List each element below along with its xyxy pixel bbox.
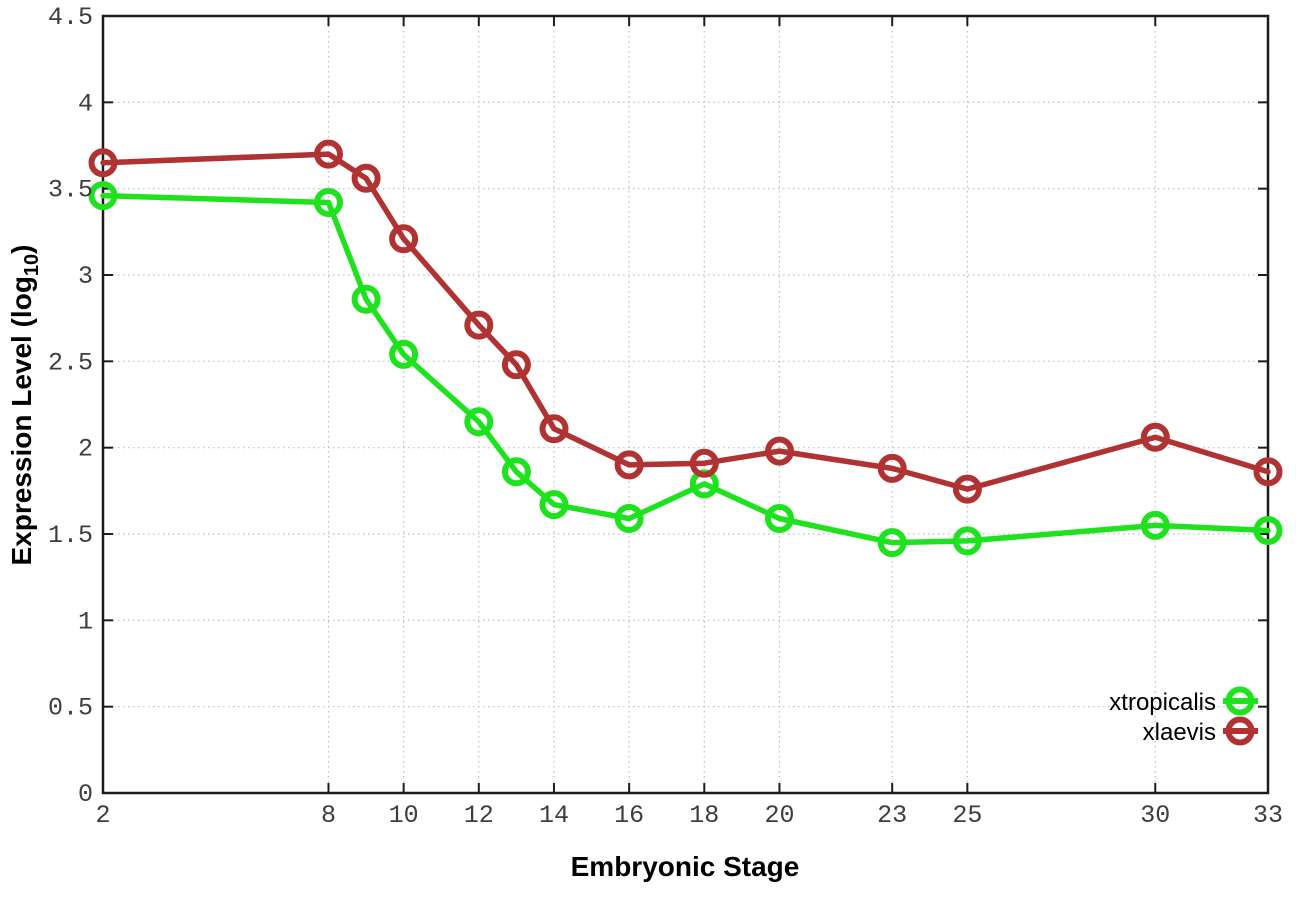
x-tick-label: 8 xyxy=(321,801,336,830)
data-point-xtropicalis-stage-2 xyxy=(88,181,118,211)
x-tick-label: 2 xyxy=(95,801,110,830)
y-axis-title-subscript: 10 xyxy=(21,254,43,276)
y-tick-label: 4.5 xyxy=(48,3,93,32)
legend-entry-xlaevis: xlaevis xyxy=(1143,716,1258,746)
y-tick-label: 1 xyxy=(78,607,93,636)
x-tick-label: 23 xyxy=(877,801,907,830)
legend: xtropicalis xlaevis xyxy=(1109,686,1258,746)
x-tick-label: 12 xyxy=(464,801,494,830)
axis-ticks xyxy=(102,15,1269,794)
data-point-xtropicalis-stage-8 xyxy=(314,188,343,217)
data-point-xlaevis-stage-20 xyxy=(765,436,794,466)
data-point-xlaevis-stage-2 xyxy=(88,148,118,178)
data-point-xlaevis-stage-25 xyxy=(952,474,982,504)
data-point-xlaevis-stage-9 xyxy=(351,163,381,193)
data-point-xlaevis-stage-12 xyxy=(464,310,494,340)
data-point-xtropicalis-stage-16 xyxy=(614,504,644,533)
y-tick-label: 2 xyxy=(78,435,93,464)
y-axis-title: Expression Level (log10) xyxy=(6,245,43,566)
data-point-xlaevis-stage-13 xyxy=(501,350,531,380)
data-point-xtropicalis-stage-23 xyxy=(877,528,907,558)
y-tick-label: 0.5 xyxy=(48,694,93,723)
plot-border xyxy=(101,14,1270,795)
y-tick-label: 1.5 xyxy=(48,521,93,550)
data-point-xtropicalis-stage-20 xyxy=(765,504,794,533)
data-point-xlaevis-stage-18 xyxy=(689,448,719,478)
x-tick-label: 18 xyxy=(689,801,719,830)
x-tick-label: 16 xyxy=(614,801,644,830)
data-point-xtropicalis-stage-9 xyxy=(351,284,381,314)
legend-label-xtropicalis: xtropicalis xyxy=(1109,689,1216,716)
y-axis-title-main: Expression Level (log xyxy=(6,276,37,565)
data-point-xlaevis-stage-23 xyxy=(877,453,907,483)
x-tick-label: 10 xyxy=(389,801,419,830)
x-tick-label: 25 xyxy=(952,801,982,830)
x-tick-label: 20 xyxy=(764,801,794,830)
data-point-xtropicalis-stage-33 xyxy=(1253,516,1283,545)
data-point-xlaevis-stage-33 xyxy=(1253,457,1283,487)
y-tick-label: 4 xyxy=(78,89,93,118)
x-tick-label: 14 xyxy=(539,801,569,830)
data-point-xtropicalis-stage-30 xyxy=(1140,510,1170,540)
y-axis-title-close: ) xyxy=(6,245,37,254)
y-tick-label: 2.5 xyxy=(48,348,93,377)
x-tick-label: 33 xyxy=(1253,801,1283,830)
data-point-xlaevis-stage-8 xyxy=(314,139,343,169)
data-point-xtropicalis-stage-25 xyxy=(952,526,982,556)
y-tick-label: 3 xyxy=(78,262,93,291)
legend-marker-xtropicalis xyxy=(1225,686,1255,716)
data-point-xtropicalis-stage-14 xyxy=(539,490,569,520)
legend-label-xlaevis: xlaevis xyxy=(1143,719,1216,746)
series-layer xyxy=(88,139,1283,558)
series-line-xtropicalis xyxy=(100,192,1271,546)
x-tick-labels: 2 8 10 12 14 16 18 20 23 25 30 33 xyxy=(95,801,1283,830)
data-point-xlaevis-stage-14 xyxy=(539,414,569,444)
series-xlaevis xyxy=(88,139,1283,504)
data-point-xtropicalis-stage-12 xyxy=(464,407,494,437)
data-point-xlaevis-stage-16 xyxy=(614,450,644,480)
x-axis-title: Embryonic Stage xyxy=(571,851,800,882)
data-point-xtropicalis-stage-13 xyxy=(501,457,531,487)
legend-entry-xtropicalis: xtropicalis xyxy=(1109,686,1258,716)
y-tick-labels: 0 0.5 1 1.5 2 2.5 3 3.5 4 4.5 xyxy=(48,3,93,809)
y-tick-label: 0 xyxy=(78,780,93,809)
data-point-xlaevis-stage-10 xyxy=(389,224,419,254)
series-line-xlaevis xyxy=(100,151,1271,492)
data-point-xtropicalis-stage-10 xyxy=(389,339,419,369)
data-point-xlaevis-stage-30 xyxy=(1140,422,1170,452)
grid-layer xyxy=(102,15,1269,794)
x-tick-label: 30 xyxy=(1140,801,1170,830)
series-xtropicalis xyxy=(88,181,1283,558)
y-tick-label: 3.5 xyxy=(48,176,93,205)
legend-marker-xlaevis xyxy=(1225,716,1255,746)
